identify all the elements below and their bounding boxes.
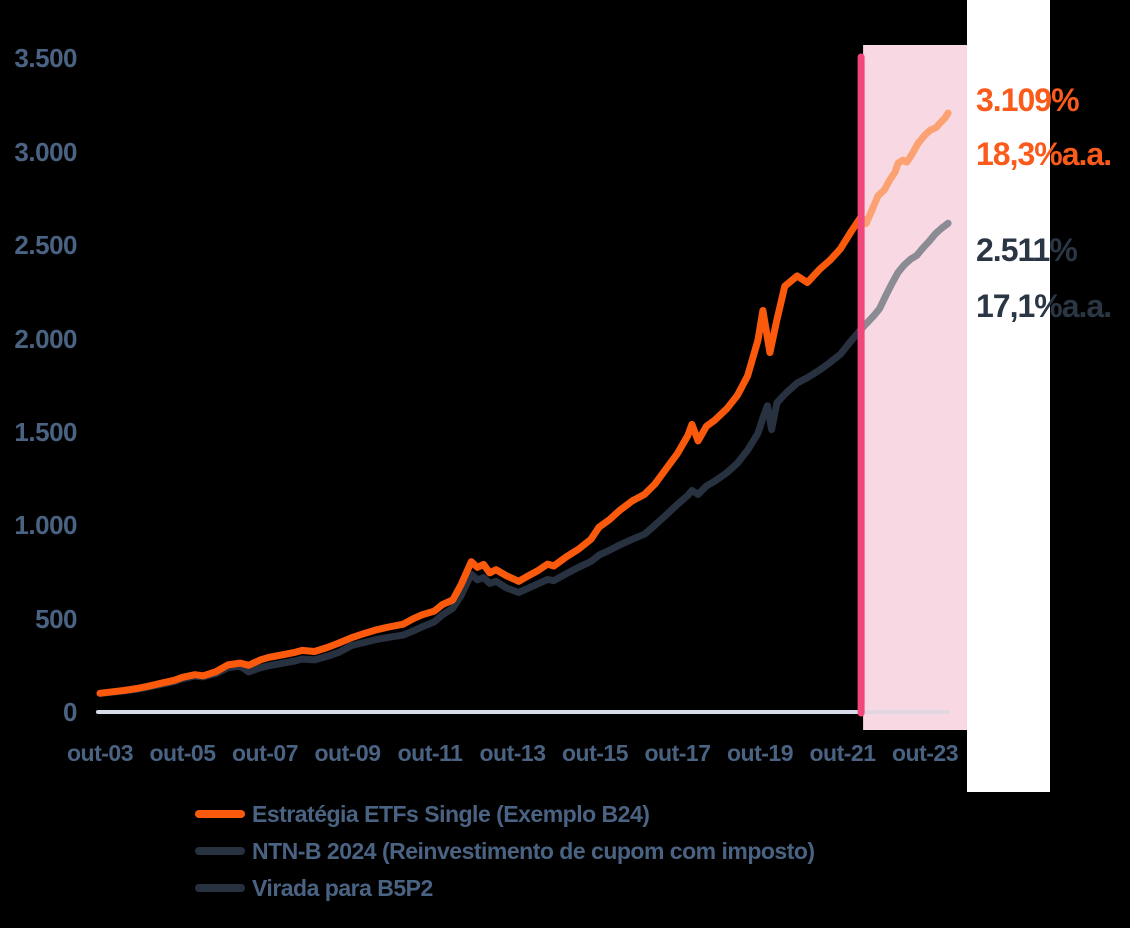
annotation-ntnb-rate: 17,1%a.a. bbox=[976, 288, 1112, 324]
y-tick-label: 1.000 bbox=[14, 510, 77, 541]
y-tick-label: 500 bbox=[35, 603, 77, 634]
y-tick-label: 2.000 bbox=[14, 323, 77, 354]
annotation-ntnb-total: 2.511% bbox=[976, 232, 1078, 268]
y-tick-label: 0 bbox=[63, 697, 77, 727]
series-line-ntnb-main bbox=[96, 325, 865, 697]
legend-item: Estratégia ETFs Single (Exemplo B24) bbox=[195, 800, 650, 827]
series-line-ntnb-after-virada bbox=[857, 219, 952, 333]
x-tick-label: out-23 bbox=[892, 740, 959, 766]
x-tick-label: out-03 bbox=[67, 740, 134, 766]
x-tick-label: out-15 bbox=[562, 740, 629, 766]
x-tick-label: out-05 bbox=[149, 740, 217, 766]
legend-label: NTN-B 2024 (Reinvestimento de cupom com … bbox=[252, 837, 815, 864]
x-tick-label: out-17 bbox=[644, 740, 712, 766]
legend-item: Virada para B5P2 bbox=[195, 874, 433, 901]
x-tick-label: out-13 bbox=[479, 740, 547, 766]
series-line-estrategia-after-virada bbox=[857, 109, 952, 228]
annotation-panel bbox=[967, 0, 1050, 792]
y-tick-label: 2.500 bbox=[14, 230, 77, 261]
highlight-region bbox=[863, 45, 967, 730]
legend-label: Virada para B5P2 bbox=[252, 874, 433, 901]
annotation-estrategia-rate: 18,3%a.a. bbox=[976, 136, 1112, 172]
y-tick-label: 1.500 bbox=[14, 416, 77, 447]
annotation-estrategia-total: 3.109% bbox=[976, 82, 1080, 118]
legend-item: NTN-B 2024 (Reinvestimento de cupom com … bbox=[195, 837, 815, 864]
legend-swatch bbox=[195, 884, 245, 892]
x-tick-label: out-07 bbox=[232, 740, 299, 766]
x-tick-label: out-09 bbox=[314, 740, 382, 766]
legend-swatch bbox=[195, 810, 245, 818]
series-line-estrategia-main bbox=[96, 213, 865, 697]
x-tick-label: out-19 bbox=[727, 740, 794, 766]
x-tick-label: out-21 bbox=[809, 740, 877, 766]
y-tick-label: 3.000 bbox=[14, 136, 77, 167]
legend-label: Estratégia ETFs Single (Exemplo B24) bbox=[252, 800, 650, 827]
legend-swatch bbox=[195, 847, 245, 855]
x-tick-label: out-11 bbox=[397, 740, 463, 766]
y-tick-label: 3.500 bbox=[14, 43, 77, 74]
